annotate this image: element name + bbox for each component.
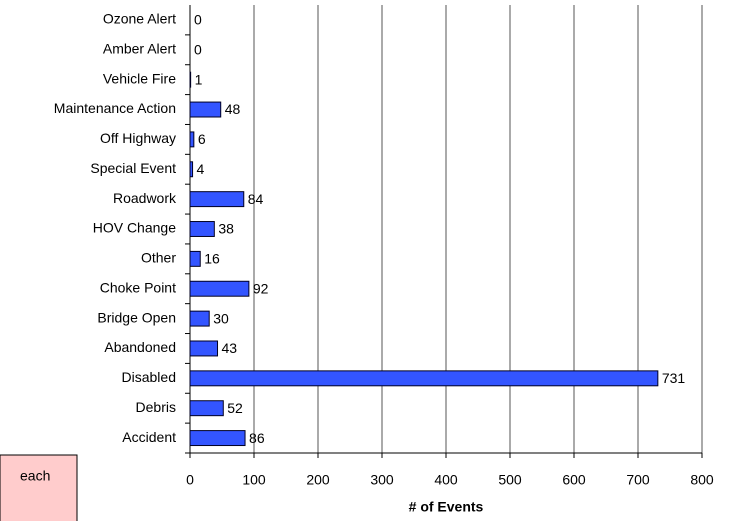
bar — [189, 340, 219, 357]
data-label: 1 — [195, 71, 203, 87]
y-tick-label: Abandoned — [104, 339, 176, 355]
bar — [189, 161, 194, 178]
x-tick-label: 700 — [626, 472, 650, 488]
data-label: 43 — [222, 340, 238, 356]
data-label: 30 — [213, 310, 229, 326]
bar — [189, 310, 210, 327]
bar — [189, 71, 192, 88]
bar — [189, 131, 195, 148]
y-tick-label: Other — [141, 250, 176, 266]
y-tick-label: HOV Change — [93, 220, 176, 236]
y-tick-label: Choke Point — [100, 279, 176, 295]
bar — [189, 400, 224, 417]
bar — [189, 250, 201, 267]
data-label: 0 — [194, 12, 202, 28]
x-tick-label: 300 — [370, 472, 394, 488]
y-tick-label: Special Event — [90, 160, 176, 176]
data-label: 92 — [253, 280, 269, 296]
annotation-box — [0, 454, 78, 521]
data-label: 731 — [662, 370, 686, 386]
data-label: 86 — [249, 430, 265, 446]
bar — [189, 370, 659, 387]
x-tick-label: 600 — [562, 472, 586, 488]
bar — [189, 221, 215, 237]
y-tick-label: Roadwork — [113, 190, 177, 206]
data-label: 38 — [218, 221, 234, 237]
bar — [189, 430, 246, 447]
x-tick-label: 400 — [434, 472, 458, 488]
x-tick-label: 800 — [690, 472, 714, 488]
y-tick-label: Debris — [136, 399, 176, 415]
y-tick-label: Off Highway — [100, 130, 176, 146]
y-tick-label: Bridge Open — [97, 309, 176, 325]
data-label: 48 — [225, 101, 241, 117]
bar — [189, 280, 250, 297]
bar — [189, 101, 222, 118]
data-label: 6 — [198, 131, 206, 147]
annotation: each — [20, 468, 50, 484]
y-tick-label: Maintenance Action — [54, 100, 176, 116]
data-label: 4 — [197, 161, 205, 177]
data-label: 0 — [194, 42, 202, 58]
x-tick-label: 200 — [306, 472, 330, 488]
x-tick-label: 0 — [186, 472, 194, 488]
y-tick-label: Amber Alert — [103, 41, 176, 57]
x-tick-label: 500 — [498, 472, 522, 488]
data-label: 52 — [227, 400, 243, 416]
data-label: 84 — [248, 191, 264, 207]
x-axis-label: # of Events — [409, 499, 484, 515]
y-tick-label: Accident — [122, 429, 176, 445]
x-tick-label: 100 — [242, 472, 266, 488]
y-tick-label: Ozone Alert — [103, 11, 176, 27]
bar — [189, 191, 245, 208]
data-label: 16 — [204, 251, 220, 267]
y-tick-label: Disabled — [122, 369, 176, 385]
y-tick-label: Vehicle Fire — [103, 70, 176, 86]
